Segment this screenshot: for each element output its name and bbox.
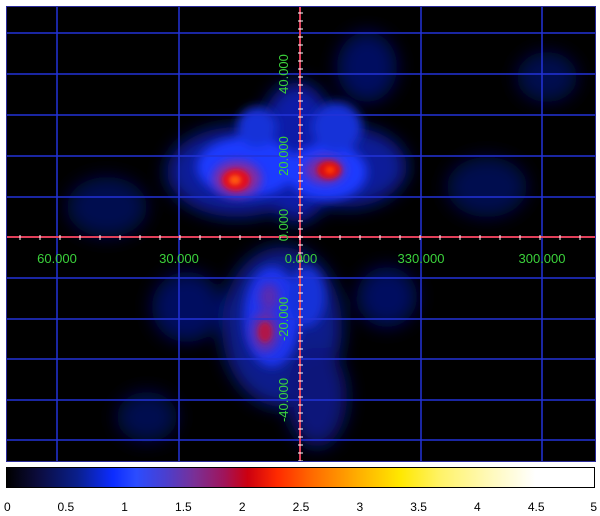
sky-map-image: 60.000 30.000 0.000 330.000 300.000 40.0… [6, 6, 596, 462]
colorbar-tick-label: 2 [238, 500, 246, 514]
colorbar-tick-label: 0 [4, 500, 11, 514]
x-label: 60.000 [37, 251, 77, 266]
y-label: 0.000 [276, 209, 291, 242]
y-label: 20.000 [276, 136, 291, 176]
colorbar-tick-label: 0.5 [57, 500, 75, 514]
x-label: 330.000 [398, 251, 445, 266]
colorbar-tick-label: 3.5 [410, 500, 427, 514]
y-label: -40.000 [276, 378, 291, 422]
sky-map-svg: 60.000 30.000 0.000 330.000 300.000 40.0… [7, 7, 595, 461]
x-axis-labels: 60.000 30.000 0.000 330.000 300.000 [37, 251, 565, 266]
colorbar-tick-label: 4 [474, 500, 481, 514]
colorbar-tick-label: 5 [590, 500, 597, 514]
colorbar-tick-label: 2.5 [292, 500, 310, 514]
x-label: 0.000 [285, 251, 318, 266]
galactic-axes [7, 7, 595, 461]
colorbar-tick-label: 1.5 [175, 500, 192, 514]
x-label: 30.000 [159, 251, 199, 266]
colorbar [6, 467, 595, 488]
y-label: -20.000 [276, 297, 291, 341]
colorbar-tick-label: 4.5 [527, 500, 545, 514]
emission-map [67, 32, 577, 447]
y-label: 40.000 [276, 54, 291, 94]
colorbar-tick-label: 1 [121, 500, 128, 514]
y-axis-labels: 40.000 20.000 0.000 -20.000 -40.000 [276, 54, 291, 422]
colorbar-tick-label: 3 [356, 500, 364, 514]
coordinate-grid [7, 7, 595, 461]
x-label: 300.000 [519, 251, 566, 266]
